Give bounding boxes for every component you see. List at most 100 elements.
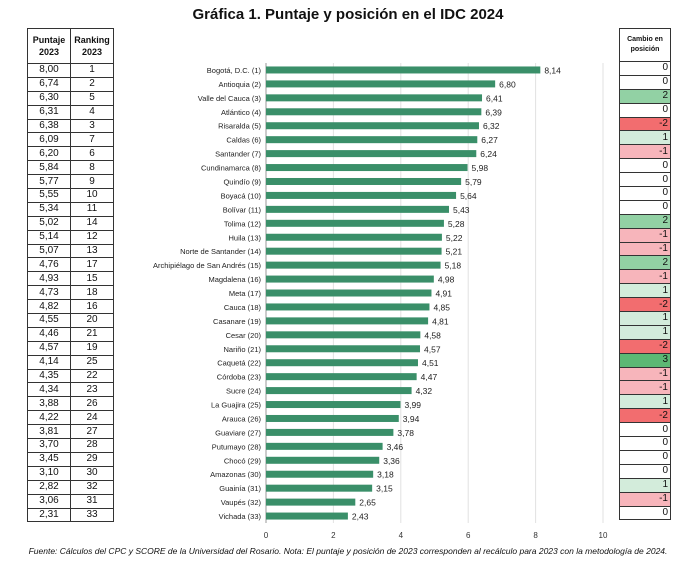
cambio-cell: 0 <box>619 74 671 90</box>
data-label: 6,32 <box>483 121 500 131</box>
table-row: 0 <box>619 463 671 479</box>
table-row: 3,06 31 <box>27 493 114 509</box>
cambio-cell: -1 <box>619 366 671 382</box>
data-label: 3,46 <box>387 442 404 452</box>
bar <box>266 164 468 172</box>
data-label: 4,98 <box>438 275 455 285</box>
data-label: 5,64 <box>460 191 477 201</box>
bar <box>266 303 430 311</box>
table-row: 4,76 17 <box>27 257 114 273</box>
bar <box>266 66 541 74</box>
table-row: 6,30 5 <box>27 90 114 106</box>
category-label: Bolívar (11) <box>223 205 262 214</box>
bar <box>266 219 444 227</box>
cambio-cell: 1 <box>619 130 671 146</box>
table-row: 0 <box>619 436 671 451</box>
table-row: -1 <box>619 269 671 285</box>
data-label: 5,22 <box>446 233 463 243</box>
bar <box>266 108 482 116</box>
bar <box>266 359 418 367</box>
data-label: 4,58 <box>424 330 441 340</box>
category-label: Santander (7) <box>215 150 261 159</box>
table-row: -1 <box>619 227 671 243</box>
bar <box>266 275 434 283</box>
table-row: 1 <box>619 130 671 146</box>
category-label: Sucre (24) <box>226 387 262 396</box>
data-label: 3,99 <box>404 400 421 410</box>
ranking-cell: 12 <box>70 229 114 245</box>
table-row: 0 <box>619 61 671 76</box>
category-label: Chocó (29) <box>224 456 262 465</box>
x-tick-label: 6 <box>466 531 471 540</box>
x-tick-label: 0 <box>264 531 269 540</box>
data-label: 6,24 <box>480 149 497 159</box>
x-tick-label: 10 <box>599 531 608 540</box>
chart-title: Gráfica 1. Puntaje y posición en el IDC … <box>192 6 504 23</box>
bar <box>266 442 383 450</box>
bar <box>266 80 496 88</box>
bar <box>266 94 483 102</box>
table-row: -1 <box>619 380 671 396</box>
cambio-cell: -1 <box>619 227 671 243</box>
category-label: Cauca (18) <box>224 303 262 312</box>
table-row: 1 <box>619 324 671 340</box>
bar <box>266 498 356 506</box>
cambio-cell: 0 <box>619 463 671 479</box>
table-row: 1 <box>619 283 671 299</box>
category-label: Meta (17) <box>229 289 262 298</box>
table-row: 4,22 24 <box>27 410 114 426</box>
data-label: 4,81 <box>432 316 449 326</box>
table-row: 0 <box>619 199 671 215</box>
table-row: -2 <box>619 297 671 313</box>
data-label: 5,18 <box>445 261 462 271</box>
cambio-cell: 3 <box>619 352 671 368</box>
category-label: Huila (13) <box>228 233 261 242</box>
cambio-cell: -1 <box>619 241 671 257</box>
ranking-cell: 33 <box>70 507 114 523</box>
category-label: Cesar (20) <box>226 331 262 340</box>
table-row: 5,07 13 <box>27 243 114 259</box>
cambio-cell: 1 <box>619 311 671 326</box>
bar <box>266 205 449 213</box>
cambio-posicion-table: Cambio en posición 0 0 2 0 -2 1 -1 0 0 0 0 2 -1 -1 2 -1… <box>619 28 671 521</box>
bar <box>266 317 429 325</box>
footnote: Fuente: Cálculos del CPC y SCORE de la U… <box>28 546 668 556</box>
table-row: 2 <box>619 213 671 229</box>
table-row: 6,38 3 <box>27 118 114 134</box>
table-row: 6,20 6 <box>27 146 114 162</box>
data-label: 8,14 <box>544 65 561 75</box>
cambio-cell: 0 <box>619 102 671 118</box>
data-label: 2,43 <box>352 512 369 522</box>
table-row: 2 <box>619 88 671 104</box>
table-row: 0 <box>619 186 671 201</box>
bar <box>266 177 462 185</box>
table-row: 4,35 22 <box>27 368 114 384</box>
cambio-cell: -1 <box>619 380 671 396</box>
bar <box>266 150 477 158</box>
cambio-cell: 1 <box>619 324 671 340</box>
data-label: 4,85 <box>433 302 450 312</box>
header-cambio: Cambio en posición <box>619 28 671 62</box>
category-label: Putumayo (28) <box>212 442 262 451</box>
cambio-cell: -1 <box>619 269 671 285</box>
data-label: 4,91 <box>435 289 452 299</box>
category-label: Casanare (19) <box>213 317 261 326</box>
cambio-cell: 1 <box>619 394 671 410</box>
category-label: Antioquia (2) <box>218 80 261 89</box>
data-label: 5,43 <box>453 205 470 215</box>
cambio-cell: 2 <box>619 255 671 271</box>
header-ranking: Ranking 2023 <box>70 28 114 64</box>
category-label: Caquetá (22) <box>217 359 261 368</box>
bar <box>266 122 479 130</box>
table-row: 1 <box>619 477 671 493</box>
table-row: 5,84 8 <box>27 160 114 176</box>
ranking-cell: 5 <box>70 90 114 106</box>
ranking-cell: 26 <box>70 396 114 412</box>
category-label: La Guajira (25) <box>211 401 262 410</box>
table-row: -1 <box>619 144 671 160</box>
puntaje-ranking-2023-table: Puntaje 2023 Ranking 2023 8,00 1 6,74 2 6,30 5… <box>27 28 114 523</box>
data-label: 3,78 <box>397 428 414 438</box>
data-label: 6,39 <box>485 107 502 117</box>
table-row: -2 <box>619 408 671 424</box>
